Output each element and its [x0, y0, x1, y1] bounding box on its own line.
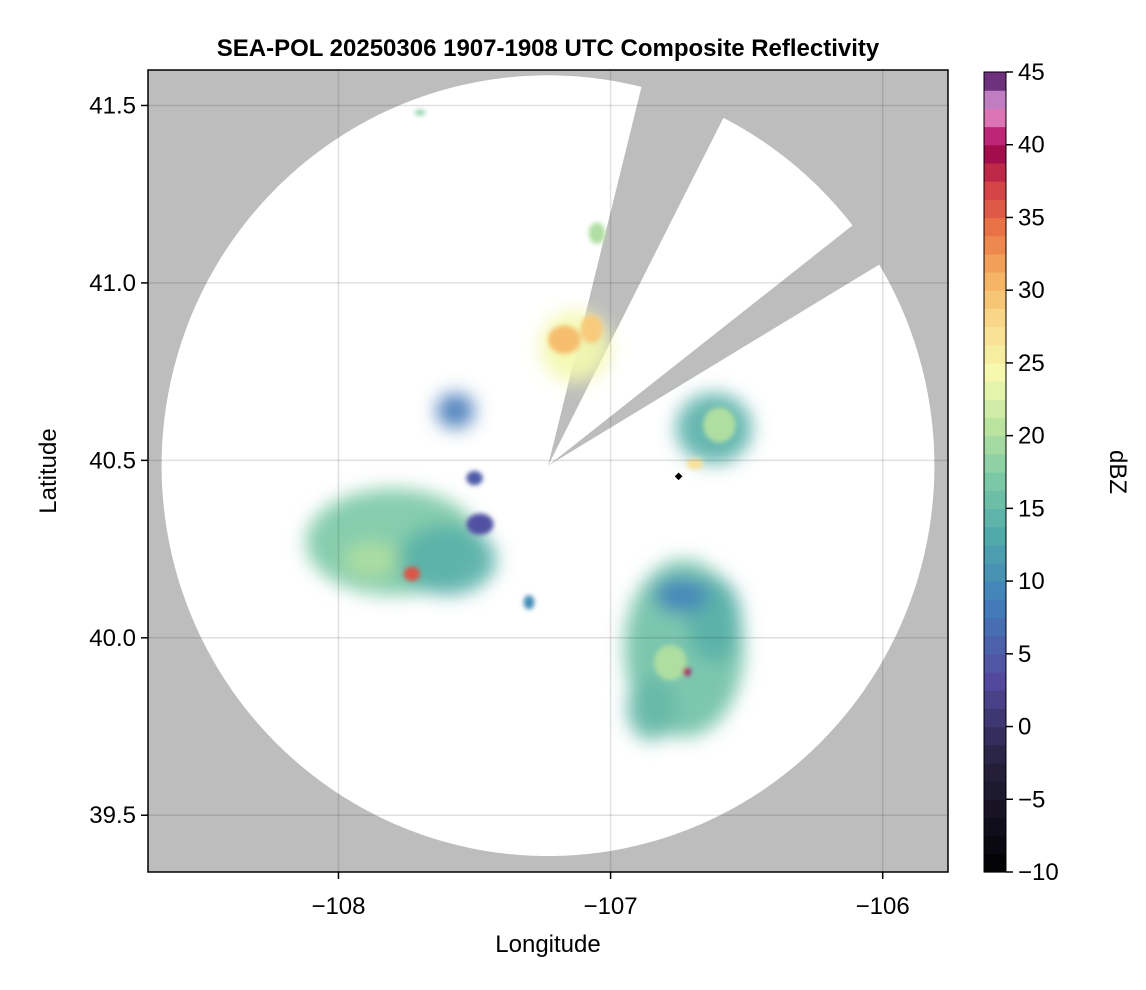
colorbar-segment [984, 108, 1006, 128]
echo-cell [703, 407, 736, 443]
colorbar-segment [984, 653, 1006, 673]
colorbar-segment [984, 417, 1006, 437]
colorbar-segment [984, 853, 1006, 873]
colorbar-segment [984, 726, 1006, 746]
colorbar-tick-label: 30 [1018, 277, 1045, 304]
site-marker [673, 471, 684, 482]
echo-cell [398, 524, 497, 596]
echo-cell [466, 471, 483, 486]
x-tick-label: −106 [856, 893, 910, 920]
colorbar-segment [984, 199, 1006, 219]
echo-cell [654, 644, 687, 681]
colorbar-segment [984, 617, 1006, 637]
colorbar-segment [984, 90, 1006, 109]
echo-cell [626, 676, 676, 741]
colorbar-segment [984, 508, 1006, 528]
colorbar-segment [984, 435, 1006, 455]
colorbar-segment [984, 308, 1006, 328]
echo-cell [343, 542, 399, 578]
y-axis-label: Latitude [35, 428, 62, 513]
colorbar-tick-label: 15 [1018, 495, 1045, 522]
echo-cell [682, 667, 691, 676]
y-tick-label: 40.5 [89, 447, 136, 474]
colorbar-tick-label: 5 [1018, 641, 1031, 668]
echo-cell [403, 566, 421, 582]
x-axis-ticks: −108 −107 −106 [311, 872, 910, 920]
echo-cell [436, 393, 475, 429]
colorbar-segment [984, 181, 1006, 200]
colorbar-tick-label: 25 [1018, 350, 1045, 377]
x-tick-label: −108 [311, 893, 365, 920]
grid-lines [148, 70, 948, 872]
colorbar-segment [984, 490, 1006, 509]
y-tick-label: 41.0 [89, 270, 136, 297]
echo-cell [548, 325, 581, 354]
y-tick-label: 41.5 [89, 92, 136, 119]
site-marker-layer [673, 471, 684, 482]
colorbar-segment [984, 581, 1006, 600]
colorbar-segment [984, 162, 1006, 182]
colorbar-segment [984, 544, 1006, 564]
chart-title: SEA-POL 20250306 1907-1908 UTC Composite… [217, 35, 880, 62]
colorbar-ticks: −10 −5 0 5 10 15 20 25 30 35 40 45 [1006, 59, 1059, 886]
colorbar-segment [984, 472, 1006, 491]
colorbar-tick-label: −5 [1018, 786, 1045, 813]
colorbar-segment [984, 762, 1006, 782]
echo-cell [466, 513, 494, 535]
colorbar-segment [984, 599, 1006, 619]
colorbar-tick-label: 0 [1018, 714, 1031, 741]
colorbar-segment [984, 344, 1006, 364]
colorbar-tick-label: −10 [1018, 859, 1059, 886]
echo-cell [523, 595, 535, 610]
colorbar-tick-label: 35 [1018, 204, 1045, 231]
echo-cell [414, 109, 426, 116]
colorbar-segment [984, 217, 1006, 237]
y-tick-label: 40.0 [89, 625, 136, 652]
x-tick-label: −107 [584, 893, 638, 920]
colorbar-segment [984, 744, 1006, 764]
colorbar-segment [984, 781, 1006, 800]
colorbar-segment [984, 799, 1006, 819]
colorbar-label: dBZ [1104, 450, 1131, 494]
colorbar-tick-label: 45 [1018, 59, 1045, 86]
y-tick-label: 39.5 [89, 802, 136, 829]
colorbar-segment [984, 526, 1006, 546]
echo-layer [305, 311, 753, 741]
colorbar-segment [984, 817, 1006, 837]
colorbar-segment [984, 362, 1006, 382]
x-axis-label: Longitude [495, 931, 600, 958]
colorbar-segment [984, 144, 1006, 164]
colorbar-segment [984, 253, 1006, 273]
colorbar-segment [984, 708, 1006, 728]
echo-cell [588, 222, 606, 244]
colorbar-segment [984, 290, 1006, 309]
colorbar [983, 71, 1007, 873]
echo-cell [580, 314, 603, 344]
colorbar-segment [984, 835, 1006, 855]
echo-cell [654, 577, 709, 613]
colorbar-segment [984, 126, 1006, 146]
colorbar-tick-label: 40 [1018, 132, 1045, 159]
colorbar-segment [984, 272, 1006, 291]
colorbar-segment [984, 690, 1006, 709]
colorbar-segment [984, 453, 1006, 473]
y-axis-ticks: 39.5 40.0 40.5 41.0 41.5 [89, 92, 148, 829]
plot-area [147, 69, 949, 873]
radar-coverage-area [161, 75, 935, 857]
colorbar-segment [984, 381, 1006, 400]
colorbar-segment [984, 399, 1006, 419]
echo-core-layer [403, 109, 736, 681]
colorbar-segment [984, 672, 1006, 691]
plot-frame [147, 69, 949, 873]
colorbar-segment [984, 72, 1006, 91]
colorbar-frame [983, 71, 1007, 873]
colorbar-segment [984, 326, 1006, 346]
echo-cell [686, 458, 704, 470]
colorbar-tick-label: 10 [1018, 568, 1045, 595]
colorbar-segment [984, 562, 1006, 582]
colorbar-segment [984, 235, 1006, 255]
colorbar-segment [984, 635, 1006, 655]
colorbar-tick-label: 20 [1018, 423, 1045, 450]
